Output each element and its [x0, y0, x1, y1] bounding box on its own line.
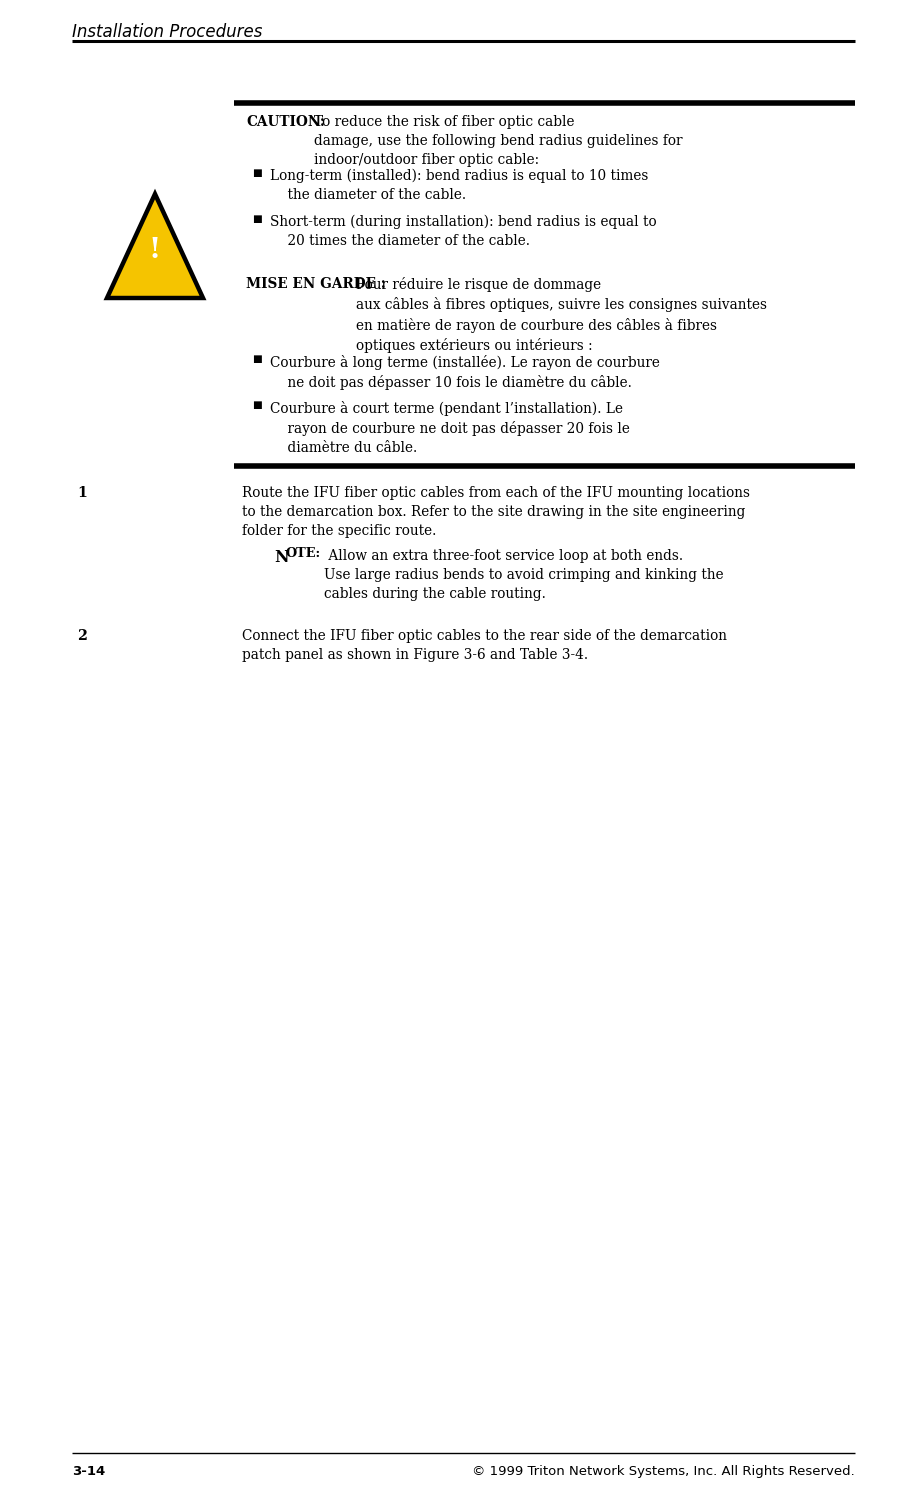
Text: !: !: [149, 237, 161, 264]
Text: Route the IFU fiber optic cables from each of the IFU mounting locations
to the : Route the IFU fiber optic cables from ea…: [242, 486, 750, 538]
Text: ■: ■: [252, 401, 262, 410]
Text: Pour réduire le risque de dommage
aux câbles à fibres optiques, suivre les consi: Pour réduire le risque de dommage aux câ…: [356, 277, 767, 353]
Text: 2: 2: [77, 629, 87, 643]
Text: Long-term (installed): bend radius is equal to 10 times
    the diameter of the : Long-term (installed): bend radius is eq…: [270, 168, 649, 203]
Text: To reduce the risk of fiber optic cable
damage, use the following bend radius gu: To reduce the risk of fiber optic cable …: [314, 115, 683, 167]
Text: CAUTION:: CAUTION:: [246, 115, 325, 130]
Text: Courbure à court terme (pendant l’installation). Le
    rayon de courbure ne doi: Courbure à court terme (pendant l’instal…: [270, 401, 630, 455]
Text: Allow an extra three-foot service loop at both ends.
Use large radius bends to a: Allow an extra three-foot service loop a…: [324, 549, 723, 601]
Text: Connect the IFU fiber optic cables to the rear side of the demarcation
patch pan: Connect the IFU fiber optic cables to th…: [242, 629, 727, 662]
Text: ■: ■: [252, 355, 262, 364]
Text: © 1999 Triton Network Systems, Inc. All Rights Reserved.: © 1999 Triton Network Systems, Inc. All …: [473, 1466, 855, 1478]
Text: 3-14: 3-14: [72, 1466, 106, 1478]
Text: Short-term (during installation): bend radius is equal to
    20 times the diame: Short-term (during installation): bend r…: [270, 215, 657, 249]
Text: N: N: [274, 549, 289, 567]
Polygon shape: [107, 194, 203, 298]
Text: 1: 1: [77, 486, 87, 499]
Text: MISE EN GARDE :: MISE EN GARDE :: [246, 277, 386, 291]
Text: ■: ■: [252, 168, 262, 177]
Text: ■: ■: [252, 215, 262, 224]
Text: Installation Procedures: Installation Procedures: [72, 22, 262, 40]
Text: OTE:: OTE:: [286, 547, 321, 561]
Text: Courbure à long terme (installée). Le rayon de courbure
    ne doit pas dépasser: Courbure à long terme (installée). Le ra…: [270, 355, 660, 391]
